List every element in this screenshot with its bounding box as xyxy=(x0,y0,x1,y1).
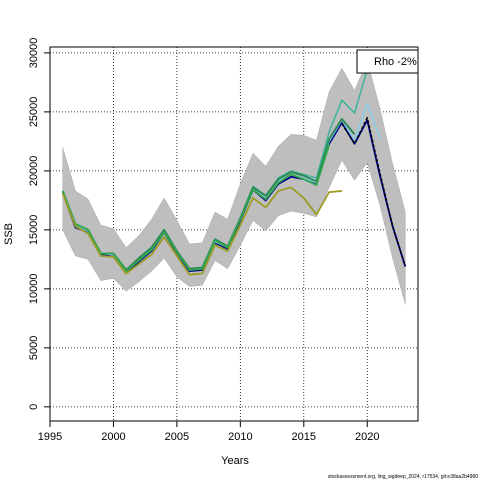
legend-box xyxy=(356,49,419,74)
x-tick-label-2: 2005 xyxy=(165,431,189,443)
y-tick-label-5: 25000 xyxy=(28,97,40,128)
x-tick-label-4: 2015 xyxy=(292,431,316,443)
series-layer xyxy=(61,69,407,276)
y-axis-title: SSB xyxy=(3,223,15,245)
y-tick-label-4: 20000 xyxy=(28,156,40,187)
y-tick-label-1: 5000 xyxy=(28,336,40,360)
legend-text: Rho -2% xyxy=(374,56,417,68)
y-tick-label-6: 30000 xyxy=(28,38,40,69)
footer-source: stockassessment.org, ling_wgdeep_2024, r… xyxy=(328,474,478,480)
axes: 1995 2000 2005 2010 2015 2020 0 5000 10000 15000 2… xyxy=(28,38,379,443)
x-tick-label-3: 2010 xyxy=(228,431,252,443)
series-line-6 xyxy=(341,117,407,267)
y-tick-label-2: 10000 xyxy=(28,274,40,305)
x-tick-label-1: 2000 xyxy=(101,431,125,443)
y-tick-label-0: 0 xyxy=(28,404,40,410)
confidence-band-layer xyxy=(62,60,406,305)
series-line-5 xyxy=(61,186,342,276)
y-tick-label-3: 15000 xyxy=(28,215,40,246)
series-line-4 xyxy=(61,144,331,273)
confidence-band xyxy=(62,60,406,305)
legend: Rho -2% xyxy=(356,49,419,74)
x-axis-title: Years xyxy=(221,455,249,467)
x-tick-label-5: 2020 xyxy=(355,431,379,443)
x-tick-label-0: 1995 xyxy=(38,431,62,443)
